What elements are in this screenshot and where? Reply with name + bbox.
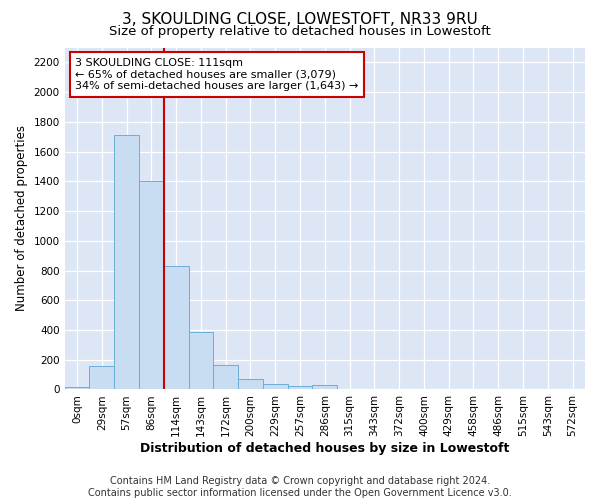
Text: Size of property relative to detached houses in Lowestoft: Size of property relative to detached ho… [109, 25, 491, 38]
X-axis label: Distribution of detached houses by size in Lowestoft: Distribution of detached houses by size … [140, 442, 509, 455]
Bar [89, 366, 114, 390]
Bar [263, 384, 287, 390]
Text: 3 SKOULDING CLOSE: 111sqm
← 65% of detached houses are smaller (3,079)
34% of se: 3 SKOULDING CLOSE: 111sqm ← 65% of detac… [75, 58, 358, 91]
Bar [287, 386, 313, 390]
Bar [139, 182, 164, 390]
Bar [188, 332, 214, 390]
Bar [164, 266, 188, 390]
Bar [214, 365, 238, 390]
Text: Contains HM Land Registry data © Crown copyright and database right 2024.
Contai: Contains HM Land Registry data © Crown c… [88, 476, 512, 498]
Bar [238, 379, 263, 390]
Bar [114, 135, 139, 390]
Bar [65, 387, 89, 390]
Bar [313, 385, 337, 390]
Y-axis label: Number of detached properties: Number of detached properties [15, 126, 28, 312]
Text: 3, SKOULDING CLOSE, LOWESTOFT, NR33 9RU: 3, SKOULDING CLOSE, LOWESTOFT, NR33 9RU [122, 12, 478, 28]
